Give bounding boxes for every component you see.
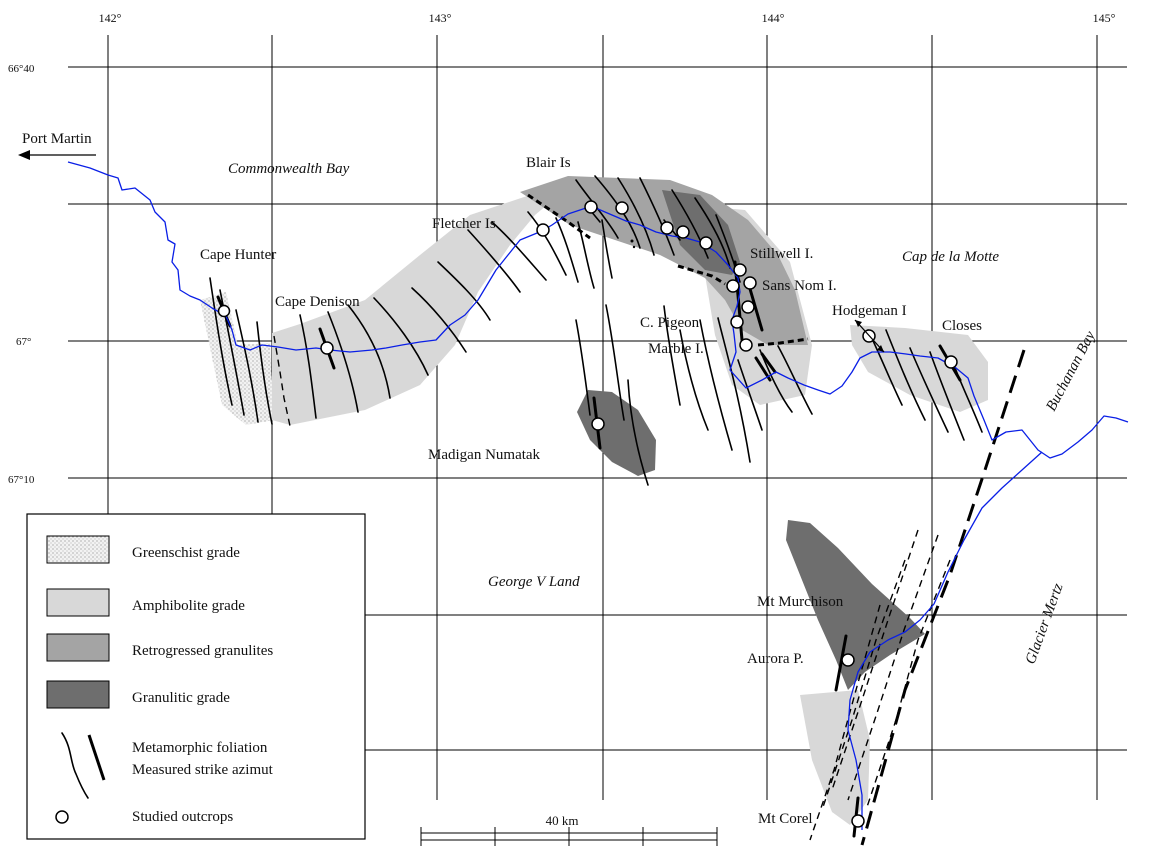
lon-label-143: 143° (429, 11, 452, 25)
lat-label-67: 67° (16, 336, 31, 348)
label-closes: Closes (942, 318, 982, 334)
hodgeman-arrow (854, 319, 885, 353)
legend-foliation-symbol (61, 732, 89, 799)
label-george-v-land: George V Land (488, 574, 580, 590)
zone-amphibolite (272, 190, 988, 825)
legend-label-granulitic: Granulitic grade (132, 690, 230, 706)
label-sans-nom: Sans Nom I. (762, 278, 837, 294)
lithological-contacts (273, 193, 809, 427)
label-cape-denison: Cape Denison (275, 294, 360, 310)
label-madigan-numatak: Madigan Numatak (428, 447, 541, 463)
legend-strike-symbol (87, 734, 106, 781)
lat-label-66-40: 66°40 (8, 63, 35, 75)
label-commonwealth-bay: Commonwealth Bay (228, 161, 350, 177)
zone-greenschist (200, 292, 274, 425)
legend-label-foliation: Metamorphic foliation (132, 740, 268, 756)
legend-swatch-granulitic (46, 680, 110, 709)
legend-label-outcrops: Studied outcrops (132, 809, 233, 825)
label-port-martin: Port Martin (22, 131, 92, 147)
port-martin-arrow (18, 150, 96, 160)
label-marble: Marble I. (648, 341, 704, 357)
foliation-traces (209, 175, 983, 486)
label-cap-de-la-motte: Cap de la Motte (902, 249, 999, 265)
label-aurora-p: Aurora P. (747, 651, 804, 667)
legend-outcrop-symbol (55, 810, 69, 824)
label-cape-hunter: Cape Hunter (200, 247, 276, 263)
label-mt-corel: Mt Corel (758, 811, 813, 827)
studied-outcrops (217, 200, 958, 828)
scale-bar-label: 40 km (546, 813, 579, 828)
label-hodgeman: Hodgeman I (832, 303, 907, 319)
zone-retrogressed-granulites (520, 176, 808, 345)
lat-label-67-10: 67°10 (8, 474, 35, 486)
scale-bar: 40 km (420, 813, 718, 846)
legend-swatch-retrogressed (46, 633, 110, 662)
legend-label-amphibolite: Amphibolite grade (132, 598, 245, 614)
glacier-shear-zone (809, 349, 1026, 846)
lon-label-144: 144° (762, 11, 785, 25)
label-blair-is: Blair Is (526, 155, 571, 171)
small-islet-marks (630, 239, 636, 249)
label-stillwell: Stillwell I. (750, 246, 813, 262)
label-mt-murchison: Mt Murchison (757, 594, 844, 610)
legend-swatch-amphibolite (46, 588, 110, 617)
lon-label-145: 145° (1093, 11, 1116, 25)
legend: Greenschist grade Amphibolite grade Retr… (26, 513, 366, 840)
legend-label-retrogressed: Retrogressed granulites (132, 643, 273, 659)
label-c-pigeon: C. Pigeon (640, 315, 700, 331)
lon-label-142: 142° (99, 11, 122, 25)
label-fletcher-is: Fletcher Is (432, 216, 496, 232)
legend-label-greenschist: Greenschist grade (132, 545, 240, 561)
graticule (68, 35, 1127, 800)
label-glacier-mertz: Glacier Mertz (1023, 581, 1067, 666)
legend-swatch-greenschist (46, 535, 110, 564)
legend-label-strike: Measured strike azimut (132, 762, 274, 778)
